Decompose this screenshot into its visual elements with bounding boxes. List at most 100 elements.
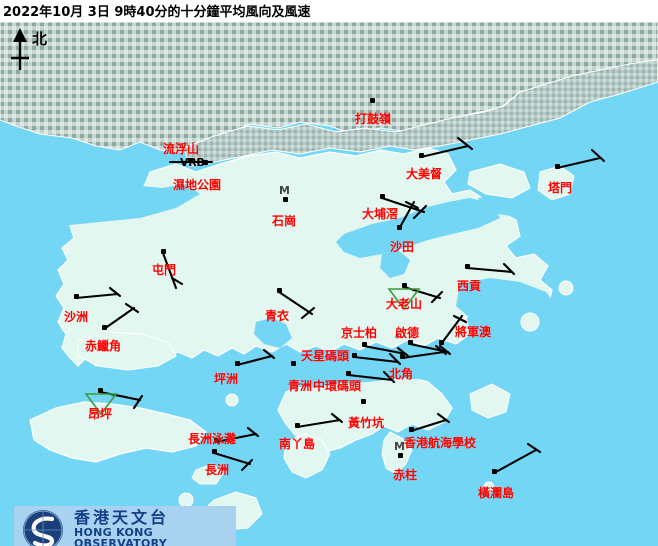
wind-barb-kings-park: [362, 344, 410, 358]
station-label: 長洲: [205, 463, 230, 477]
station-label: 赤柱: [393, 468, 418, 482]
wind-map: 打鼓嶺 流浮山 VRB 濕地公園 石崗 M 大美督 塔門 大埔滘 沙田 屯門 西貢 青衣 大老山 沙洲 赤鱲角…: [0, 22, 658, 546]
cheung-chau-island: [191, 463, 225, 485]
north-label: 北: [32, 30, 48, 48]
wind-barb-central-pier: [346, 370, 396, 384]
wind-barb-star-ferry: [352, 352, 402, 366]
station-label: 南丫島: [279, 437, 316, 451]
station-label: 沙洲: [64, 310, 89, 324]
hko-logo: 香港天文台 HONG KONG OBSERVATORY: [14, 506, 236, 546]
wind-barb-sha-tin: [397, 200, 420, 231]
station-dot: [439, 340, 444, 345]
wind-barb-lamma: [295, 412, 344, 429]
lamma-island-landmass: [283, 433, 331, 479]
station-dot: [295, 423, 300, 428]
rambler-channel-water: [254, 318, 292, 348]
shenzhen-shore: [183, 59, 658, 167]
station-label: 西貢: [457, 279, 482, 293]
station-label: 青洲: [288, 379, 313, 393]
station-dot: [98, 388, 103, 393]
station-label: 大老山: [386, 297, 423, 311]
station-dot: [352, 353, 357, 358]
station-dot: [400, 354, 405, 359]
tolo-channel-water: [478, 192, 600, 228]
station-label: 青衣: [265, 309, 290, 323]
wind-barb-chek-lap-kok: [102, 302, 140, 331]
map-geography: [0, 22, 658, 546]
wind-barb-waglan: [492, 442, 542, 475]
islet-d: [558, 280, 574, 296]
station-label: 沙田: [390, 240, 415, 254]
station-label: 屯門: [152, 263, 177, 277]
wind-barb-tai-mei-tuk: [419, 136, 474, 159]
station-label: 赤鱲角: [85, 339, 122, 353]
station-dot: [291, 361, 296, 366]
wind-barb-tai-po-kau: [380, 196, 428, 220]
wind-barb-tsing-yi: [277, 290, 316, 320]
wind-barb-sai-kung: [465, 262, 516, 276]
chek-lap-kok-island: [77, 331, 177, 371]
variable-wind-flag: VRB: [180, 156, 205, 169]
station-label: 流浮山: [163, 142, 200, 156]
station-label: 天星碼頭: [301, 349, 350, 363]
victoria-harbour-water: [288, 364, 452, 388]
station-dot: [361, 399, 366, 404]
wind-barbs-layer: [74, 136, 606, 475]
lantau-island-landmass: [29, 401, 207, 463]
page-title: 2022年10月 3日 9時40分的十分鐘平均風向及風速: [3, 5, 311, 20]
station-label: 石崗: [272, 214, 297, 228]
station-dot: [397, 225, 402, 230]
station-dot: [465, 264, 470, 269]
sha-chau-islet: [61, 323, 71, 333]
station-label: 打鼓嶺: [355, 112, 392, 126]
north-arrow-icon: [11, 28, 29, 70]
station-label: 黃竹坑: [348, 416, 385, 430]
station-label: 大埔滘: [362, 207, 399, 221]
station-dot: [402, 283, 407, 288]
deep-bay-water: [0, 172, 200, 228]
station-dot: [161, 249, 166, 254]
plover-cove-land: [467, 163, 531, 199]
waglan-islet: [483, 481, 495, 493]
missing-data-flag: M: [394, 440, 405, 453]
station-dot: [380, 194, 385, 199]
wind-barb-tuen-mun: [161, 251, 184, 290]
station-label: 啟德: [395, 326, 420, 340]
wind-barb-sea-school: [409, 412, 451, 433]
wind-barb-tap-mun: [555, 148, 606, 170]
station-dot: [212, 449, 217, 454]
logo-text-en: HONG KONG OBSERVATORY: [74, 525, 168, 546]
wind-barb-cheung-chau-beach: [214, 426, 260, 444]
wind-barb-cheung-chau: [212, 451, 254, 472]
station-label: 將軍澳: [455, 325, 492, 339]
station-dot: [370, 98, 375, 103]
peng-chau-island: [225, 393, 239, 407]
shatin-water: [380, 250, 410, 278]
station-dot: [235, 361, 240, 366]
station-label: 橫瀾島: [478, 486, 515, 500]
station-dot: [492, 469, 497, 474]
triangle-marker-tates-cairn: [387, 288, 421, 311]
marker-layer: [84, 288, 421, 416]
tap-mun-island: [537, 165, 575, 201]
station-dot: [102, 325, 107, 330]
missing-data-flag: M: [279, 184, 290, 197]
station-label: 長洲泳灘: [188, 432, 237, 446]
station-dot: [408, 340, 413, 345]
wind-barb-tseung-kwan-o: [439, 314, 468, 346]
wind-barb-peng-chau: [235, 348, 276, 367]
station-label: 昂坪: [88, 407, 113, 421]
station-label: 香港航海學校: [404, 436, 477, 450]
station-dot: [555, 164, 560, 169]
logo-text-cn: 香港天文台: [74, 508, 170, 528]
station-dot: [362, 342, 367, 347]
islet-c: [520, 312, 540, 332]
station-dot: [409, 427, 414, 432]
station-dot: [277, 288, 282, 293]
station-label: 大美督: [406, 167, 443, 181]
station-label: 塔門: [548, 181, 573, 195]
tolo-harbour-water: [336, 198, 500, 258]
wind-barb-sha-chau: [74, 286, 122, 300]
station-dot: [398, 453, 403, 458]
north-arrow: 北: [6, 26, 66, 76]
